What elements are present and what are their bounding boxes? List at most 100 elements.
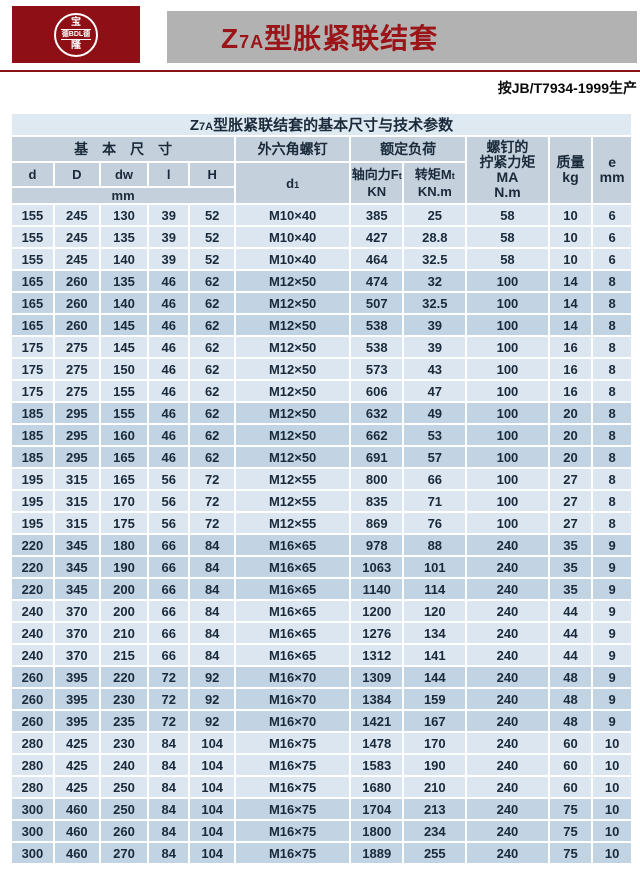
table-cell: 39 [402,335,468,359]
table-cell: 240 [465,533,550,557]
table-cell: 538 [349,335,405,359]
table-cell: 6 [591,247,633,271]
table-cell: 8 [591,269,633,293]
table-row: 240 370 210 66 84 M16×65 1276 134 240 44 9 [10,621,633,645]
table-cell: 8 [591,467,633,491]
e-unit: mm [599,169,625,185]
table-cell: 75 [547,841,594,865]
table-cell: 295 [52,445,101,469]
table-cell: 145 [98,313,150,337]
table-cell: 100 [465,379,550,403]
table-row: 195 315 175 56 72 M12×55 869 76 100 27 8 [10,511,633,535]
table-cell: 538 [349,313,405,337]
table-cell: 240 [465,797,550,821]
table-cell: 213 [402,797,468,821]
col-header-H: H [188,161,237,188]
table-cell: M12×50 [234,379,352,403]
table-cell: 170 [402,731,468,755]
table-cell: 57 [402,445,468,469]
table-cell: 84 [188,533,237,557]
table-cell: 44 [547,599,594,623]
table-cell: 76 [402,511,468,535]
table-cell: 46 [147,357,191,381]
table-cell: 8 [591,401,633,425]
table-cell: M12×55 [234,489,352,513]
table-cell: 260 [10,709,55,733]
table-cell: 100 [465,357,550,381]
table-cell: 1309 [349,665,405,689]
table-cell: 140 [98,291,150,315]
table-cell: 240 [465,687,550,711]
table-cell: 66 [147,643,191,667]
table-cell: 300 [10,819,55,843]
table-cell: 155 [10,247,55,271]
table-cell: 260 [52,269,101,293]
d1-subscript: 1 [294,179,300,190]
table-cell: 100 [465,291,550,315]
table-cell: 869 [349,511,405,535]
table-cell: 44 [547,621,594,645]
table-cell: 25 [402,203,468,227]
table-cell: 62 [188,313,237,337]
table-cell: M16×65 [234,643,352,667]
table-cell: 145 [98,335,150,359]
table-cell: 8 [591,357,633,381]
table-cell: M12×55 [234,467,352,491]
table-cell: 104 [188,753,237,777]
table-row: 260 395 235 72 92 M16×70 1421 167 240 48 9 [10,709,633,733]
table-cell: M12×55 [234,511,352,535]
table-cell: 62 [188,379,237,403]
col-header-torque: 转矩Mt KN.m [402,161,468,205]
table-cell: 62 [188,423,237,447]
table-cell: 8 [591,445,633,469]
axial-subscript: t [398,171,402,181]
table-row: 185 295 165 46 62 M12×50 691 57 100 20 8 [10,445,633,469]
table-row: 240 370 200 66 84 M16×65 1200 120 240 44 9 [10,599,633,623]
mass-label: 质量 [556,154,585,170]
table-cell: 10 [547,203,594,227]
table-cell: M16×65 [234,621,352,645]
table-cell: 10 [547,225,594,249]
table-cell: 8 [591,489,633,513]
title-subscript: 7A [239,32,265,52]
table-cell: 141 [402,643,468,667]
logo-banner: 德BDL德 [60,29,92,40]
table-cell: 240 [465,819,550,843]
table-cell: 160 [98,423,150,447]
table-cell: 240 [465,753,550,777]
col-header-tightening-torque: 螺钉的 拧紧力矩 MA N.m [465,135,550,205]
table-cell: 474 [349,269,405,293]
table-cell: 104 [188,775,237,799]
table-cell: 240 [465,643,550,667]
table-row: 155 245 140 39 52 M10×40 464 32.5 58 10 6 [10,247,633,271]
table-cell: 66 [147,533,191,557]
table-cell: 52 [188,247,237,271]
table-cell: M16×65 [234,555,352,579]
e-label: e [608,154,616,170]
table-cell: 165 [10,269,55,293]
table-cell: M16×70 [234,687,352,711]
table-cell: 345 [52,577,101,601]
table-cell: 1704 [349,797,405,821]
table-cell: 240 [465,775,550,799]
table-cell: 395 [52,687,101,711]
table-cell: 92 [188,709,237,733]
table-cell: 295 [52,423,101,447]
table-cell: 14 [547,291,594,315]
table-cell: 100 [465,335,550,359]
col-header-dw: dw [98,161,150,188]
table-cell: 260 [98,819,150,843]
table-cell: 32.5 [402,291,468,315]
table-cell: 8 [591,511,633,535]
table-cell: 200 [98,599,150,623]
table-cell: 35 [547,577,594,601]
table-cell: 10 [591,841,633,865]
table-row: 195 315 165 56 72 M12×55 800 66 100 27 8 [10,467,633,491]
table-cell: M12×50 [234,445,352,469]
table-cell: 1800 [349,819,405,843]
table-cell: 72 [188,467,237,491]
table-cell: 165 [98,445,150,469]
table-cell: 800 [349,467,405,491]
table-row: 155 245 130 39 52 M10×40 385 25 58 10 6 [10,203,633,227]
table-cell: 395 [52,665,101,689]
